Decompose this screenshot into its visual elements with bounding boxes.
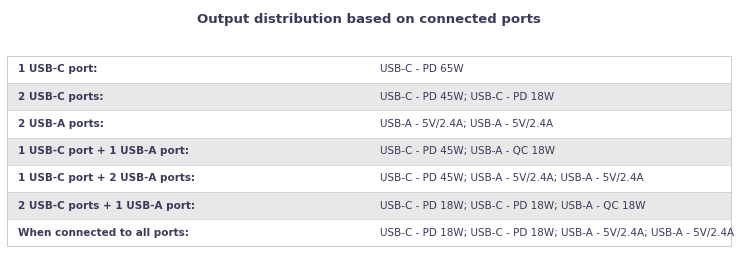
Text: 2 USB-C ports:: 2 USB-C ports:: [18, 92, 104, 102]
Text: 2 USB-C ports + 1 USB-A port:: 2 USB-C ports + 1 USB-A port:: [18, 201, 196, 211]
Bar: [7, 192, 731, 219]
Bar: [7, 56, 731, 246]
Text: USB-C - PD 45W; USB-A - 5V/2.4A; USB-A - 5V/2.4A: USB-C - PD 45W; USB-A - 5V/2.4A; USB-A -…: [380, 173, 644, 183]
Bar: [7, 56, 731, 83]
Bar: [7, 137, 731, 165]
Text: When connected to all ports:: When connected to all ports:: [18, 228, 190, 238]
Text: Output distribution based on connected ports: Output distribution based on connected p…: [197, 13, 541, 26]
Text: USB-A - 5V/2.4A; USB-A - 5V/2.4A: USB-A - 5V/2.4A; USB-A - 5V/2.4A: [380, 119, 554, 129]
Bar: [7, 219, 731, 246]
Bar: [7, 165, 731, 192]
Text: USB-C - PD 65W: USB-C - PD 65W: [380, 65, 463, 74]
Text: 2 USB-A ports:: 2 USB-A ports:: [18, 119, 104, 129]
Text: USB-C - PD 18W; USB-C - PD 18W; USB-A - QC 18W: USB-C - PD 18W; USB-C - PD 18W; USB-A - …: [380, 201, 646, 211]
Text: USB-C - PD 45W; USB-C - PD 18W: USB-C - PD 45W; USB-C - PD 18W: [380, 92, 554, 102]
Bar: [7, 83, 731, 110]
Bar: [7, 110, 731, 137]
Text: USB-C - PD 45W; USB-A - QC 18W: USB-C - PD 45W; USB-A - QC 18W: [380, 146, 555, 156]
Text: USB-C - PD 18W; USB-C - PD 18W; USB-A - 5V/2.4A; USB-A - 5V/2.4A: USB-C - PD 18W; USB-C - PD 18W; USB-A - …: [380, 228, 734, 238]
Text: 1 USB-C port:: 1 USB-C port:: [18, 65, 98, 74]
Text: 1 USB-C port + 2 USB-A ports:: 1 USB-C port + 2 USB-A ports:: [18, 173, 196, 183]
Text: 1 USB-C port + 1 USB-A port:: 1 USB-C port + 1 USB-A port:: [18, 146, 190, 156]
